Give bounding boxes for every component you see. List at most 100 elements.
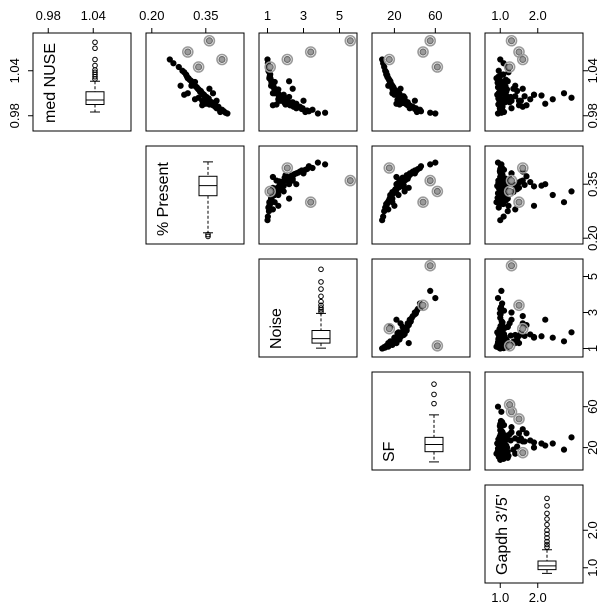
panel-med-nuse-vs-noise <box>258 32 358 132</box>
highlighted-point <box>417 299 429 312</box>
panel-frame <box>484 371 584 471</box>
data-point <box>290 171 297 178</box>
highlighted-point-core <box>419 48 427 56</box>
panel-med-nuse-vs-sf <box>371 32 471 132</box>
data-point <box>549 191 556 199</box>
highlighted-point-core <box>519 449 527 457</box>
data-point <box>206 85 213 92</box>
data-point <box>521 93 528 100</box>
data-point <box>277 181 284 189</box>
matrix-axes: 0.98 1.04 0.20 0.35 1 3 5 20 60 1.0 2.0 0.98 1.04 0.2… <box>7 8 600 605</box>
highlighted-point-core <box>385 55 393 64</box>
data-point <box>280 94 287 101</box>
data-point <box>275 191 282 199</box>
boxplot-outlier <box>318 305 324 311</box>
data-point <box>393 100 400 107</box>
bottom-tick-label: 1.0 <box>491 590 509 605</box>
data-point <box>530 439 538 446</box>
data-point <box>497 456 504 463</box>
data-point <box>512 82 519 89</box>
data-point <box>411 309 418 316</box>
right-tick-label: 0.35 <box>585 172 600 197</box>
data-point <box>542 181 549 188</box>
highlighted-point-core <box>205 37 214 45</box>
data-point <box>385 339 392 347</box>
matrix-panels: med NUSE % Present Noise SF Gapdh 3'/5' <box>32 32 584 584</box>
highlighted-point-core <box>506 401 514 409</box>
boxplot-outlier <box>318 298 324 305</box>
panel-frame <box>484 484 584 584</box>
boxplot-outlier <box>92 56 98 63</box>
panel-sf-vs-sf: SF <box>371 371 471 471</box>
data-point <box>523 173 530 180</box>
data-point <box>538 333 545 340</box>
data-point <box>496 98 503 105</box>
top-tick-label: 2.0 <box>529 8 547 23</box>
data-point <box>498 287 505 295</box>
data-point <box>496 434 503 441</box>
data-point <box>530 444 538 451</box>
data-point <box>397 85 404 92</box>
data-point <box>497 345 504 352</box>
highlighted-point <box>181 46 194 58</box>
panel-frame <box>32 32 132 132</box>
boxplot-outlier <box>544 527 550 534</box>
data-point <box>568 94 575 101</box>
data-point <box>321 109 329 116</box>
panel-med-nuse-vs-present <box>145 32 245 132</box>
highlighted-point-core <box>266 187 274 196</box>
panel-present-vs-noise <box>258 145 358 245</box>
highlighted-point-core <box>283 55 291 64</box>
panel-frame <box>145 32 245 132</box>
data-point <box>289 85 296 92</box>
highlighted-point <box>431 185 444 198</box>
data-point <box>497 72 505 79</box>
highlighted-point <box>424 174 437 187</box>
boxplot-outlier <box>318 279 324 285</box>
highlighted-point-core <box>266 63 274 71</box>
boxplot-outlier <box>431 391 437 398</box>
data-point <box>568 434 575 441</box>
highlighted-point-core <box>346 37 354 45</box>
data-point <box>523 430 530 437</box>
data-point <box>497 420 504 428</box>
highlighted-point-core <box>515 48 523 56</box>
data-point <box>542 316 549 323</box>
highlighted-point-core <box>519 325 527 333</box>
data-point <box>387 195 394 202</box>
panel-frame <box>371 145 471 245</box>
boxplot-outlier <box>318 286 324 292</box>
boxplot-outlier <box>92 69 98 76</box>
top-tick-label: 1 <box>264 8 271 23</box>
top-tick-label: 0.98 <box>36 8 61 23</box>
data-point <box>213 97 220 104</box>
boxplot-outlier <box>318 266 324 273</box>
data-point <box>414 165 422 173</box>
data-point <box>414 107 422 114</box>
panel-frame <box>371 32 471 132</box>
boxplot-outlier <box>318 308 324 315</box>
boxplot-outlier <box>205 233 211 240</box>
data-point <box>542 100 549 107</box>
data-point <box>497 305 504 313</box>
data-point <box>379 345 386 352</box>
boxplot-outlier <box>544 516 550 522</box>
highlighted-point-core <box>307 48 315 56</box>
data-point <box>519 438 526 445</box>
boxplot-outlier <box>205 231 211 238</box>
data-point <box>166 56 173 63</box>
highlighted-point <box>516 322 529 335</box>
boxplot-outlier <box>431 400 437 407</box>
highlighted-point <box>503 185 516 198</box>
data-point <box>530 183 538 190</box>
data-point <box>519 426 526 433</box>
highlighted-point <box>516 162 529 174</box>
highlighted-point-core <box>433 63 441 71</box>
data-point <box>406 319 413 326</box>
highlighted-point-core <box>426 176 434 185</box>
data-point <box>427 109 434 116</box>
top-tick-label: 0.20 <box>139 8 164 23</box>
highlighted-point-core <box>519 164 527 172</box>
data-point <box>391 188 398 195</box>
data-point <box>411 97 418 104</box>
